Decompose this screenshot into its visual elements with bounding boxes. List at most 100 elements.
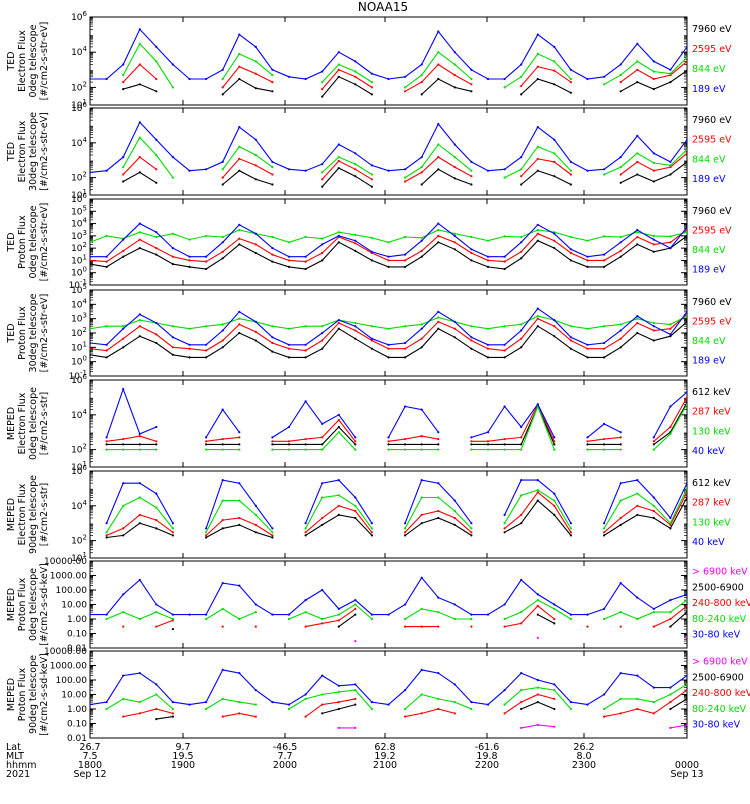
data-point: [354, 504, 357, 507]
data-point: [619, 712, 622, 715]
data-point: [337, 701, 340, 704]
series-line: [338, 611, 687, 628]
data-point: [586, 703, 589, 706]
data-point: [138, 513, 141, 517]
data-point: [387, 613, 390, 616]
data-point: [486, 356, 490, 359]
data-point: [420, 448, 423, 451]
data-point: [453, 516, 456, 520]
data-point: [636, 68, 639, 71]
data-point: [453, 248, 456, 251]
data-point: [603, 448, 606, 451]
data-point: [404, 527, 407, 530]
data-point: [321, 81, 324, 84]
data-point: [553, 45, 556, 49]
data-point: [470, 440, 473, 443]
data-point: [685, 320, 687, 323]
data-point: [271, 341, 274, 345]
y-tick-label: 105: [71, 283, 87, 296]
y-tick-label: 10000.00: [44, 647, 87, 657]
panel-frame: [89, 470, 688, 559]
data-point: [221, 668, 224, 672]
legend-entry: 130 keV: [692, 517, 731, 528]
data-point: [337, 425, 340, 429]
data-point: [553, 325, 556, 328]
data-point: [636, 173, 639, 176]
data-point: [304, 343, 307, 346]
data-point: [271, 527, 274, 530]
data-point: [619, 672, 622, 675]
y-tick-label: 100: [71, 266, 87, 279]
data-point: [685, 593, 687, 596]
data-point: [304, 260, 307, 263]
data-point: [238, 672, 241, 675]
data-point: [569, 613, 573, 616]
figure-title: NOAA15: [358, 0, 408, 14]
data-point: [271, 536, 274, 539]
data-point: [420, 249, 423, 252]
legend-entry: 2500-6900: [692, 672, 744, 683]
data-point: [188, 613, 191, 616]
data-point: [553, 83, 556, 86]
data-point: [685, 148, 687, 151]
data-point: [304, 235, 307, 239]
legend-entry: 130 keV: [692, 426, 731, 437]
data-point: [503, 617, 506, 621]
data-point: [652, 60, 655, 63]
data-point: [354, 337, 357, 340]
data-point: [503, 255, 506, 258]
data-point: [171, 707, 174, 711]
data-point: [652, 152, 655, 155]
data-point: [685, 674, 687, 677]
data-point: [685, 487, 687, 490]
data-point: [171, 617, 174, 621]
data-point: [271, 74, 274, 77]
data-point: [90, 327, 92, 330]
data-point: [337, 156, 340, 159]
data-point: [171, 534, 174, 537]
data-point: [254, 625, 257, 628]
data-point: [520, 175, 523, 178]
data-point: [155, 683, 158, 686]
data-point: [453, 603, 456, 606]
data-point: [122, 715, 125, 718]
data-point: [370, 522, 373, 525]
data-point: [586, 255, 589, 258]
data-point: [520, 448, 523, 451]
data-point: [520, 701, 523, 704]
data-point: [453, 63, 456, 66]
data-point: [603, 531, 606, 534]
data-point: [304, 534, 307, 537]
data-point: [171, 156, 174, 159]
data-point: [271, 183, 274, 186]
data-point: [387, 259, 390, 262]
y-axis-label-line: 90deg telescope: [28, 475, 39, 554]
data-point: [354, 436, 357, 439]
data-point: [520, 329, 523, 332]
data-point: [337, 619, 340, 622]
y-axis-label-line: Electron Flux: [17, 483, 28, 545]
series-line: [106, 479, 687, 529]
data-point: [470, 531, 473, 534]
data-point: [271, 436, 274, 439]
legend-entry: 30-80 keV: [692, 630, 741, 641]
data-point: [437, 316, 440, 319]
data-point: [470, 339, 473, 342]
panel-frame: [89, 560, 688, 649]
data-point: [569, 531, 573, 534]
data-point: [271, 531, 274, 534]
data-point: [321, 178, 324, 181]
data-point: [404, 405, 407, 408]
y-axis-label-line: 0deg telescope: [28, 568, 39, 641]
data-point: [354, 448, 357, 451]
data-point: [321, 251, 324, 255]
series-line: [122, 136, 687, 179]
data-point: [354, 599, 357, 602]
data-point: [122, 534, 125, 537]
data-point: [221, 479, 224, 482]
data-point: [685, 226, 687, 229]
footer-mlt-value: 8.0: [576, 751, 591, 762]
data-point: [221, 443, 224, 446]
data-point: [520, 425, 523, 429]
data-point: [370, 347, 373, 350]
